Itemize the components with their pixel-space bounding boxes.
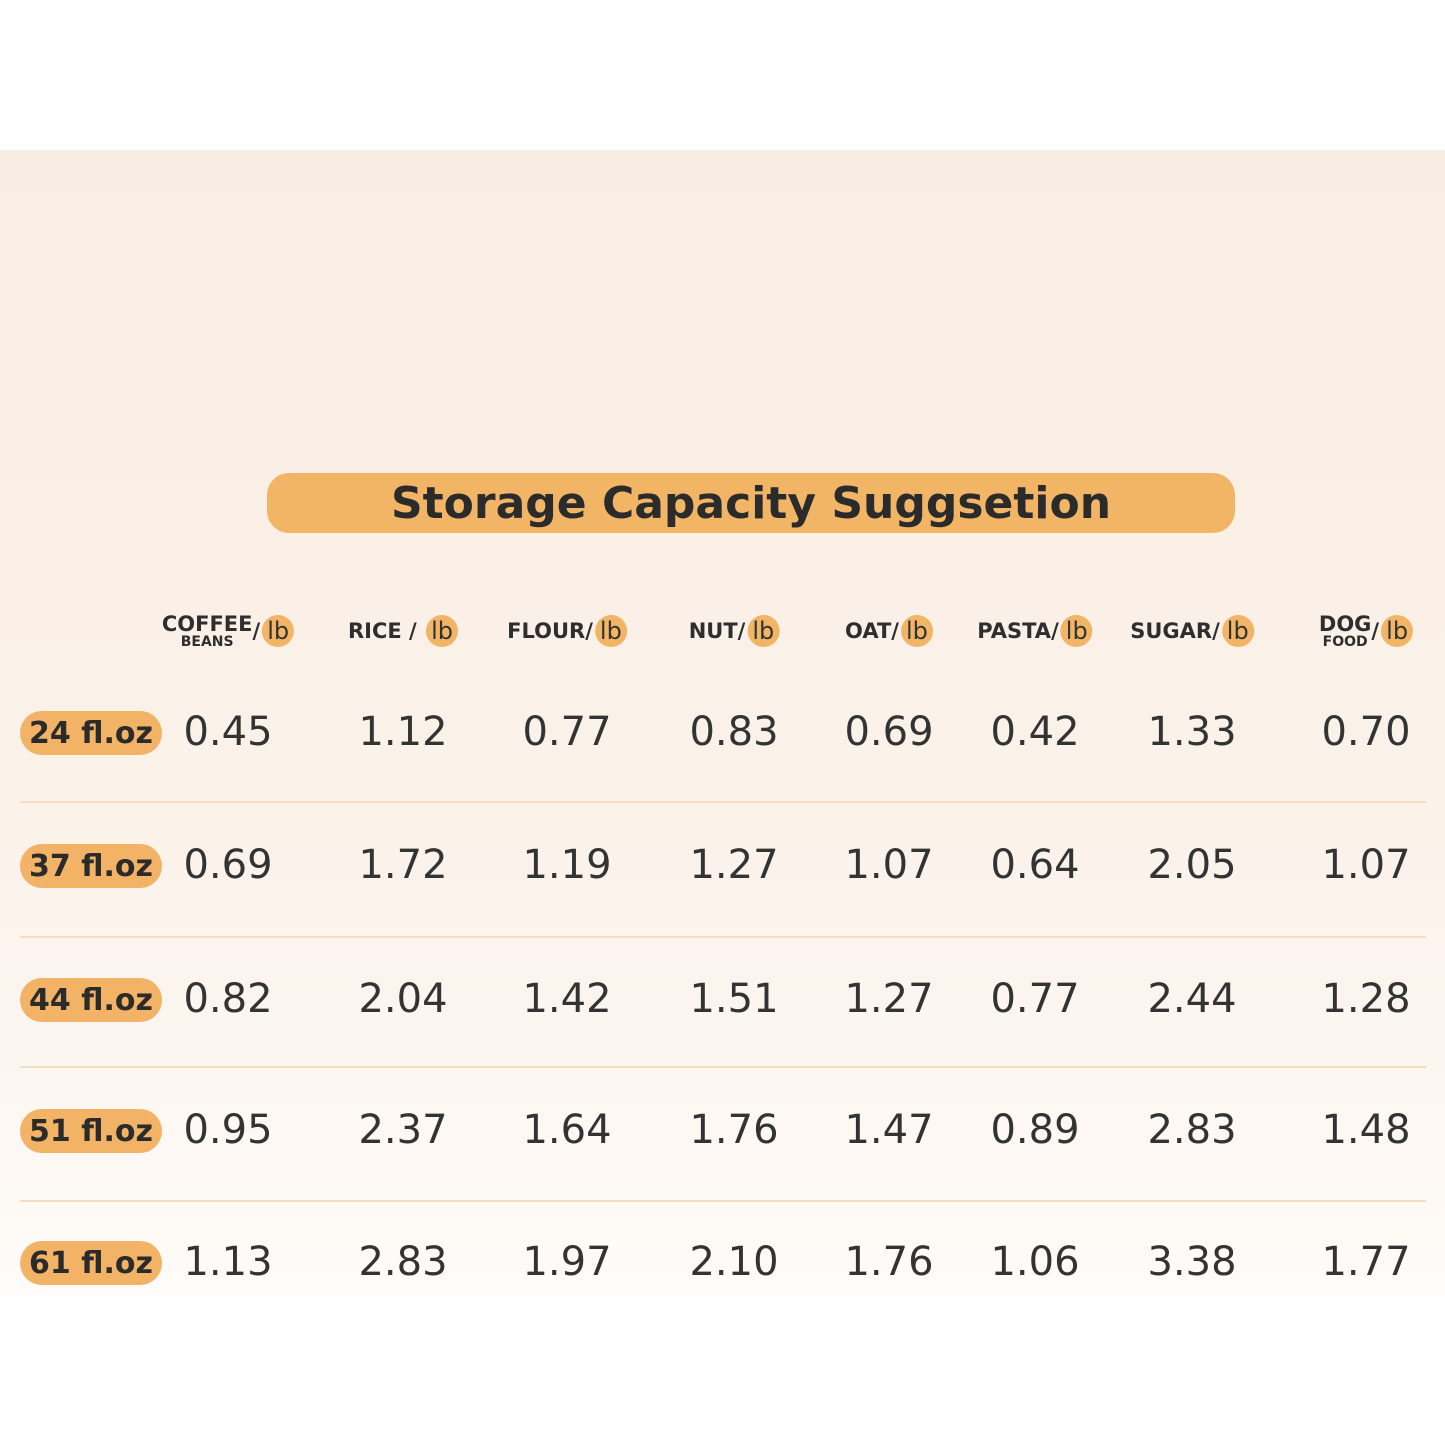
unit-badge: lb xyxy=(262,615,295,647)
cell-value: 1.48 xyxy=(1321,1107,1411,1153)
header-name: DOG FOOD xyxy=(1318,611,1372,650)
cell-value: 2.37 xyxy=(358,1107,448,1153)
cell-value: 0.69 xyxy=(183,842,273,888)
unit-badge: lb xyxy=(1381,615,1414,647)
header-name: OAT xyxy=(845,619,892,643)
column-header: COFFEE BEANS / lb xyxy=(161,605,295,657)
cell-value: 1.27 xyxy=(689,842,779,888)
row-separator xyxy=(20,1066,1426,1068)
cell-value: 1.07 xyxy=(1321,842,1411,888)
cell-value: 3.38 xyxy=(1147,1239,1237,1285)
header-line: COFFEE xyxy=(161,611,253,636)
header-sep: / xyxy=(401,619,425,643)
header-name: FLOUR xyxy=(507,619,586,643)
cell-value: 1.77 xyxy=(1321,1239,1411,1285)
cell-value: 2.44 xyxy=(1147,976,1237,1022)
column-header: PASTA / lb xyxy=(977,605,1093,657)
column-header: FLOUR / lb xyxy=(507,605,627,657)
cell-value: 1.64 xyxy=(522,1107,612,1153)
cell-value: 1.19 xyxy=(522,842,612,888)
size-label: 61 fl.oz xyxy=(20,1241,162,1285)
header-sep: / xyxy=(1371,619,1380,643)
column-header: RICE / lb xyxy=(347,605,459,657)
unit-badge: lb xyxy=(426,615,459,647)
size-label: 51 fl.oz xyxy=(20,1109,162,1153)
row-separator xyxy=(20,936,1426,938)
cell-value: 0.77 xyxy=(990,976,1080,1022)
column-header: OAT / lb xyxy=(845,605,933,657)
cell-value: 1.06 xyxy=(990,1239,1080,1285)
cell-value: 2.83 xyxy=(358,1239,448,1285)
cell-value: 0.89 xyxy=(990,1107,1080,1153)
cell-value: 0.82 xyxy=(183,976,273,1022)
header-line: FOOD xyxy=(1322,633,1368,650)
cell-value: 1.42 xyxy=(522,976,612,1022)
unit-badge: lb xyxy=(747,615,780,647)
header-name: PASTA xyxy=(977,619,1052,643)
panel xyxy=(0,150,1445,1295)
header-name: NUT xyxy=(688,619,738,643)
row-separator xyxy=(20,801,1426,803)
cell-value: 0.69 xyxy=(844,709,934,755)
column-header: NUT / lb xyxy=(689,605,780,657)
column-header: DOG FOOD / lb xyxy=(1318,605,1414,657)
cell-value: 1.47 xyxy=(844,1107,934,1153)
size-label: 44 fl.oz xyxy=(20,978,162,1022)
unit-badge: lb xyxy=(1060,615,1093,647)
header-sep: / xyxy=(585,619,593,643)
cell-value: 0.64 xyxy=(990,842,1080,888)
unit-badge: lb xyxy=(1221,615,1254,647)
header-sep: / xyxy=(1051,619,1059,643)
cell-value: 1.72 xyxy=(358,842,448,888)
header-name: COFFEE BEANS xyxy=(161,611,253,650)
cell-value: 2.05 xyxy=(1147,842,1237,888)
header-sep: / xyxy=(1212,619,1220,643)
unit-badge: lb xyxy=(594,615,627,647)
cell-value: 2.04 xyxy=(358,976,448,1022)
size-label: 24 fl.oz xyxy=(20,711,162,755)
header-name: SUGAR xyxy=(1130,619,1213,643)
cell-value: 1.12 xyxy=(358,709,448,755)
cell-value: 0.45 xyxy=(183,709,273,755)
cell-value: 1.97 xyxy=(522,1239,612,1285)
cell-value: 1.28 xyxy=(1321,976,1411,1022)
cell-value: 1.76 xyxy=(844,1239,934,1285)
row-separator xyxy=(20,1200,1426,1202)
cell-value: 1.27 xyxy=(844,976,934,1022)
cell-value: 0.83 xyxy=(689,709,779,755)
cell-value: 1.76 xyxy=(689,1107,779,1153)
title: Storage Capacity Suggsetion xyxy=(267,473,1235,533)
cell-value: 0.95 xyxy=(183,1107,273,1153)
cell-value: 1.51 xyxy=(689,976,779,1022)
cell-value: 0.42 xyxy=(990,709,1080,755)
unit-badge: lb xyxy=(900,615,933,647)
column-header: SUGAR / lb xyxy=(1130,605,1254,657)
header-sep: / xyxy=(737,619,746,643)
header-sep: / xyxy=(252,619,261,643)
header-name: RICE xyxy=(347,619,402,643)
cell-value: 1.07 xyxy=(844,842,934,888)
size-label: 37 fl.oz xyxy=(20,844,162,888)
header-line: BEANS xyxy=(180,633,234,650)
cell-value: 1.13 xyxy=(183,1239,273,1285)
cell-value: 2.10 xyxy=(689,1239,779,1285)
cell-value: 2.83 xyxy=(1147,1107,1237,1153)
cell-value: 0.77 xyxy=(522,709,612,755)
header-line: DOG xyxy=(1318,611,1372,636)
cell-value: 0.70 xyxy=(1321,709,1411,755)
header-sep: / xyxy=(891,619,899,643)
cell-value: 1.33 xyxy=(1147,709,1237,755)
